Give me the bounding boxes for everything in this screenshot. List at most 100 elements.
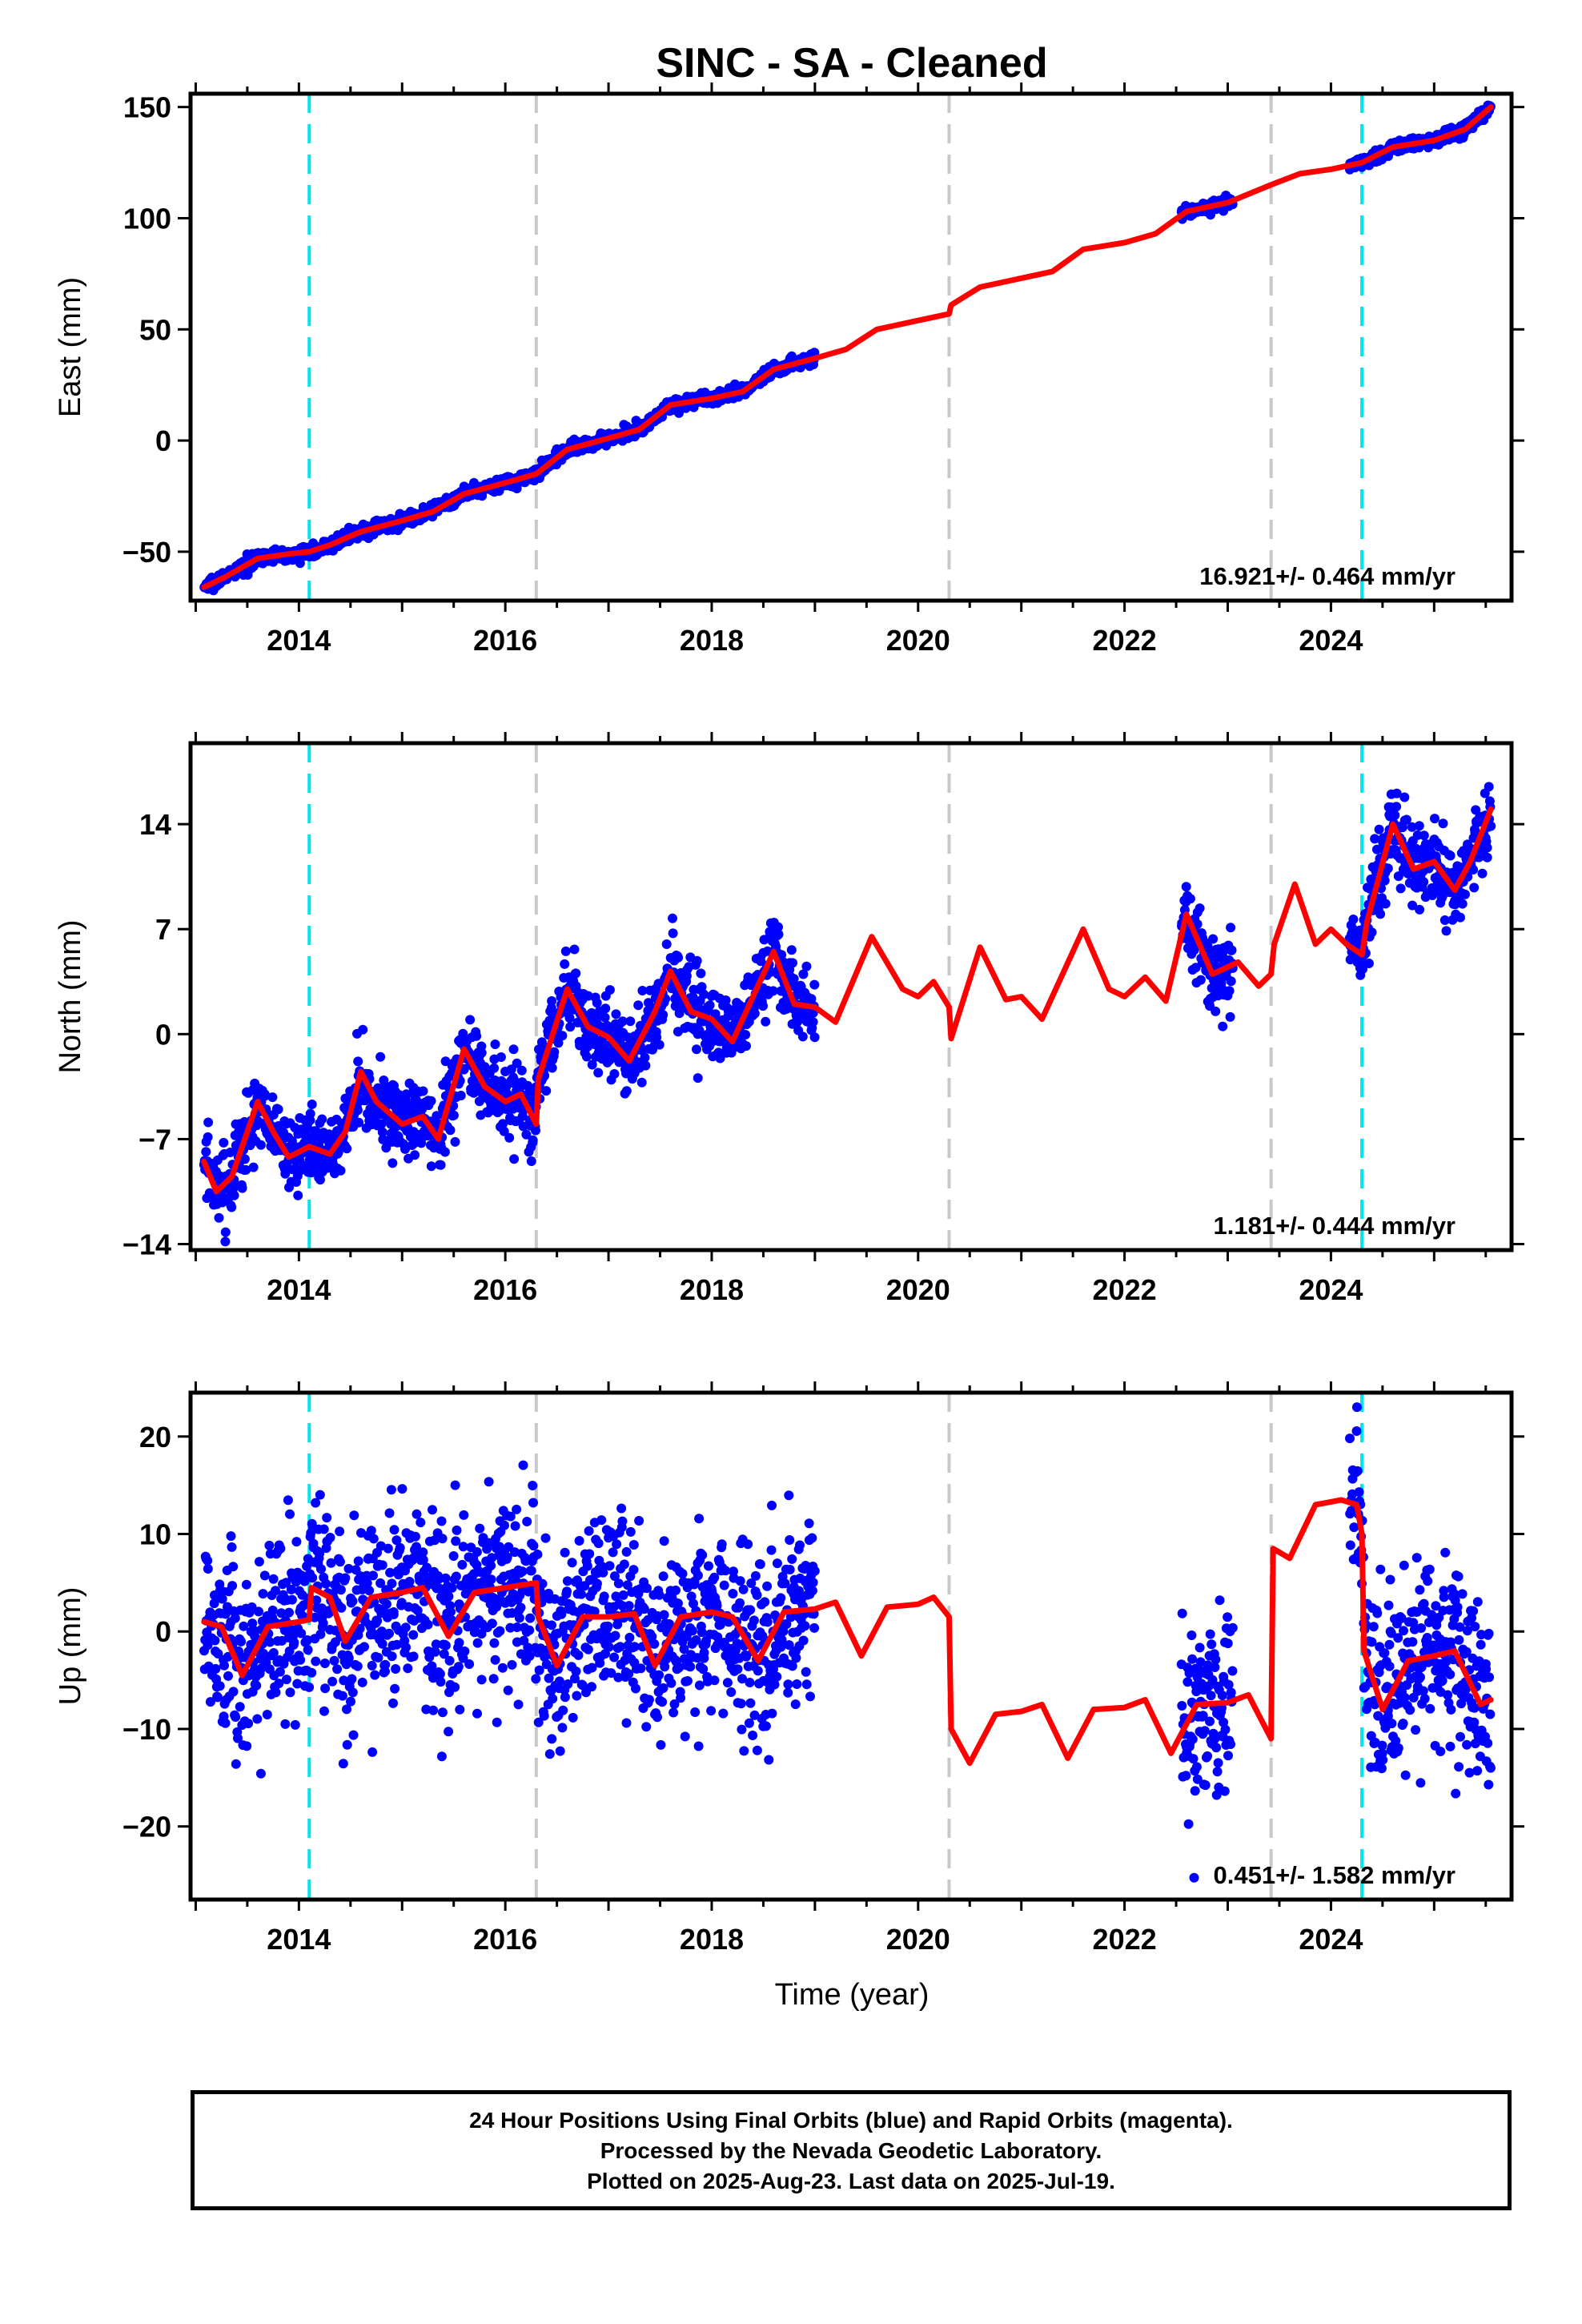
data-point xyxy=(236,1636,247,1647)
data-point xyxy=(1227,945,1237,955)
data-point xyxy=(661,939,672,949)
data-point xyxy=(258,1589,268,1599)
data-point xyxy=(223,1671,233,1681)
data-point xyxy=(448,1551,459,1561)
x-tick-label: 2016 xyxy=(473,1273,537,1306)
data-point xyxy=(276,1608,287,1618)
data-point xyxy=(514,1613,524,1623)
data-point xyxy=(560,1692,570,1703)
data-point xyxy=(427,1661,437,1671)
data-point xyxy=(1407,900,1418,911)
data-point xyxy=(397,1484,408,1494)
data-point xyxy=(454,1638,464,1648)
data-point xyxy=(290,1719,300,1730)
data-point xyxy=(476,1047,487,1058)
data-point xyxy=(342,1739,352,1750)
data-point xyxy=(1414,821,1424,831)
x-tick-label: 2014 xyxy=(267,624,331,657)
data-point xyxy=(486,1574,496,1585)
data-point xyxy=(475,1523,485,1534)
data-point xyxy=(359,1642,369,1652)
y-tick-label: 0 xyxy=(155,424,171,457)
data-point xyxy=(259,1570,270,1581)
data-point xyxy=(673,952,684,963)
data-point xyxy=(377,1560,387,1570)
data-point xyxy=(319,1524,329,1534)
data-point xyxy=(247,1618,258,1629)
data-point xyxy=(1191,963,1201,973)
data-point xyxy=(307,1667,317,1678)
data-point xyxy=(513,1699,524,1710)
data-point xyxy=(699,989,709,999)
data-point xyxy=(1477,868,1488,879)
y-tick-label: 150 xyxy=(123,91,171,124)
data-point xyxy=(768,986,778,996)
data-point xyxy=(697,982,707,992)
data-point xyxy=(490,1655,500,1665)
data-point xyxy=(797,1031,808,1042)
data-point xyxy=(335,1165,346,1176)
data-point xyxy=(612,1619,623,1630)
data-point xyxy=(592,998,602,1008)
data-point xyxy=(712,1601,722,1610)
data-point xyxy=(624,1669,634,1679)
y-tick-label: 14 xyxy=(139,808,171,841)
data-point xyxy=(299,1576,310,1586)
data-point xyxy=(364,1586,375,1596)
data-point xyxy=(377,1638,387,1649)
data-point xyxy=(753,1666,763,1676)
data-point xyxy=(652,1032,662,1043)
data-point xyxy=(512,1504,522,1514)
data-point xyxy=(358,1024,368,1035)
x-tick-label: 2018 xyxy=(680,1273,744,1306)
data-point xyxy=(1484,782,1494,792)
data-point xyxy=(558,1705,568,1715)
x-tick-label: 2016 xyxy=(473,624,537,657)
data-point xyxy=(248,1162,259,1172)
data-point xyxy=(410,1150,420,1160)
data-point xyxy=(652,1712,662,1723)
data-point xyxy=(625,1526,636,1537)
data-point xyxy=(671,1585,681,1595)
data-point xyxy=(367,1660,377,1671)
data-point xyxy=(576,1589,586,1599)
data-point xyxy=(636,1663,646,1674)
data-point xyxy=(318,1618,328,1628)
data-point xyxy=(447,1582,457,1593)
data-point xyxy=(531,1674,541,1684)
data-point xyxy=(532,1550,543,1559)
data-point xyxy=(1380,899,1391,909)
data-point xyxy=(788,958,797,968)
data-point xyxy=(697,1550,708,1560)
data-point xyxy=(596,1515,607,1526)
data-point xyxy=(498,1119,508,1129)
data-point xyxy=(370,1670,380,1680)
data-point xyxy=(621,1546,632,1557)
data-point xyxy=(741,1041,751,1051)
data-point xyxy=(1419,830,1429,841)
data-point xyxy=(254,1557,264,1567)
data-point xyxy=(273,1104,283,1115)
data-point xyxy=(383,1543,393,1554)
data-point xyxy=(583,1644,593,1655)
data-point xyxy=(1419,877,1429,887)
data-point xyxy=(281,1675,291,1685)
data-point xyxy=(366,1526,376,1536)
data-point xyxy=(230,1613,240,1623)
data-point xyxy=(592,1578,602,1589)
data-point xyxy=(1460,889,1470,899)
data-point xyxy=(685,1662,696,1672)
data-point xyxy=(549,1047,560,1057)
data-point xyxy=(352,1661,363,1671)
data-point xyxy=(649,1638,660,1649)
data-point xyxy=(528,1498,538,1508)
data-point xyxy=(336,1602,347,1613)
data-point xyxy=(679,1644,689,1655)
data-point xyxy=(647,1631,657,1642)
data-point xyxy=(319,1659,330,1668)
data-point xyxy=(516,1649,526,1659)
data-point xyxy=(533,1717,544,1727)
data-point xyxy=(451,1536,461,1546)
data-point xyxy=(440,1640,451,1651)
data-point xyxy=(518,1460,528,1470)
